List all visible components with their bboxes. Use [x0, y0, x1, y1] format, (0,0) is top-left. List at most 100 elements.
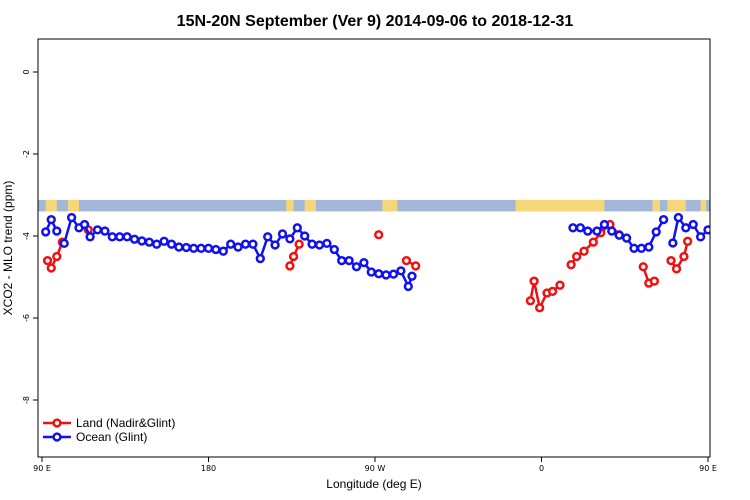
- data-point: [92, 225, 103, 235]
- data-point: [592, 226, 602, 236]
- legend-marker: [52, 432, 62, 442]
- plot-frame: [37, 38, 711, 458]
- data-point: [411, 261, 421, 271]
- data-point: [649, 276, 659, 286]
- data-point: [695, 232, 706, 242]
- data-point: [703, 225, 710, 235]
- data-point: [263, 232, 273, 242]
- data-point: [189, 243, 199, 253]
- data-point: [314, 240, 325, 250]
- data-point: [629, 243, 639, 253]
- data-point: [727, 233, 734, 240]
- data-point: [166, 239, 177, 249]
- data-point: [366, 267, 376, 277]
- data-point: [270, 240, 280, 250]
- data-point: [401, 255, 412, 266]
- data-point: [100, 226, 110, 236]
- data-point: [307, 239, 317, 249]
- data-point: [614, 230, 624, 240]
- map-ocean-band: [38, 199, 710, 212]
- data-point: [41, 227, 51, 237]
- data-point: [529, 276, 539, 286]
- data-point: [658, 214, 669, 225]
- data-point: [292, 223, 302, 233]
- data-point: [588, 237, 598, 247]
- data-point: [683, 236, 693, 246]
- x-tick-label: 90 W: [365, 464, 386, 473]
- data-point: [285, 261, 295, 271]
- data-point: [407, 271, 417, 281]
- data-point: [381, 270, 391, 280]
- data-point: [666, 255, 676, 266]
- data-point: [668, 238, 678, 248]
- data-point: [734, 233, 741, 240]
- x-axis-label: Longitude (deg E): [326, 477, 421, 491]
- data-point: [579, 246, 589, 256]
- map-land-patch: [382, 199, 398, 212]
- data-point: [196, 243, 206, 253]
- data-point: [288, 251, 299, 262]
- data-point: [181, 242, 191, 253]
- data-point: [644, 242, 654, 252]
- x-tick-label: 0: [539, 464, 544, 473]
- data-point: [638, 262, 648, 272]
- data-point: [525, 296, 536, 306]
- data-point: [122, 232, 132, 242]
- data-point: [651, 227, 661, 237]
- series-line: [62, 216, 414, 288]
- data-point: [322, 238, 332, 249]
- data-point: [203, 243, 214, 253]
- data-point: [566, 260, 576, 270]
- data-point: [555, 280, 565, 290]
- y-axis-label: XCO2 - MLO trend (ppm): [1, 181, 15, 316]
- map-land-patch: [667, 199, 686, 212]
- x-tick-label: 90 E: [699, 464, 717, 473]
- data-point: [248, 239, 258, 249]
- data-point: [344, 255, 354, 266]
- y-tick-label: 0: [22, 69, 31, 74]
- data-point: [46, 263, 56, 273]
- map-land-patch: [45, 199, 57, 212]
- data-point: [719, 233, 726, 240]
- data-point: [679, 251, 689, 262]
- data-point: [79, 219, 90, 230]
- data-point: [137, 236, 147, 246]
- map-land-patch: [286, 199, 294, 212]
- data-point: [66, 212, 77, 223]
- data-point: [374, 269, 384, 279]
- data-point: [742, 236, 749, 243]
- data-point: [52, 226, 62, 236]
- data-point: [403, 281, 413, 292]
- data-point: [240, 239, 251, 249]
- data-point: [575, 223, 585, 233]
- data-point: [129, 234, 140, 244]
- data-point: [52, 251, 62, 262]
- x-tick-label: 180: [201, 464, 216, 473]
- data-point: [572, 251, 582, 262]
- legend-marker: [52, 418, 62, 428]
- data-point: [218, 246, 228, 256]
- data-point: [46, 214, 56, 225]
- data-point: [351, 262, 362, 272]
- data-point: [42, 255, 53, 266]
- data-point: [152, 239, 162, 249]
- data-point: [255, 253, 265, 264]
- y-tick-label: -8: [22, 396, 31, 404]
- data-point: [115, 232, 125, 242]
- data-point: [329, 244, 339, 255]
- data-point: [388, 269, 399, 279]
- data-point: [673, 212, 684, 223]
- data-point: [226, 239, 236, 249]
- series-ocean: [41, 212, 749, 292]
- legend-label: Ocean (Glint): [76, 430, 147, 444]
- data-point: [568, 223, 578, 233]
- data-point: [174, 242, 184, 252]
- data-point: [294, 239, 304, 249]
- data-point: [59, 238, 69, 249]
- data-point: [621, 233, 632, 243]
- data-point: [712, 228, 719, 235]
- data-point: [300, 231, 310, 241]
- map-strip: [38, 199, 710, 212]
- data-point: [85, 232, 95, 242]
